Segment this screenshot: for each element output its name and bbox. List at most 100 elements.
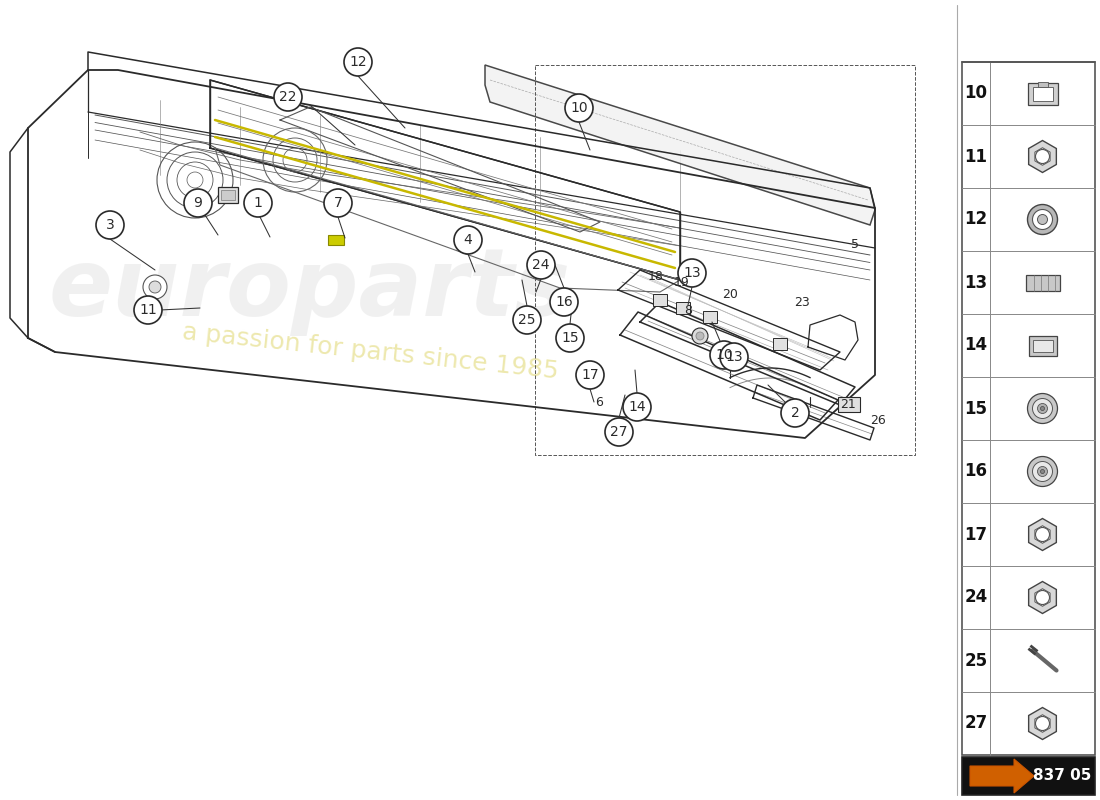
Text: 16: 16 — [556, 295, 573, 309]
Text: 17: 17 — [965, 526, 988, 543]
Text: europarts: europarts — [48, 244, 571, 336]
Circle shape — [565, 94, 593, 122]
Polygon shape — [485, 65, 874, 225]
Circle shape — [623, 393, 651, 421]
Text: 16: 16 — [965, 462, 988, 481]
Circle shape — [556, 324, 584, 352]
FancyBboxPatch shape — [703, 311, 717, 323]
Text: 1: 1 — [254, 196, 263, 210]
Text: 20: 20 — [722, 287, 738, 301]
Text: 11: 11 — [965, 147, 988, 166]
Circle shape — [1041, 406, 1045, 410]
FancyBboxPatch shape — [221, 190, 235, 200]
Text: 10: 10 — [570, 101, 587, 115]
Text: 26: 26 — [870, 414, 886, 426]
Circle shape — [781, 399, 808, 427]
Polygon shape — [1028, 518, 1056, 550]
Circle shape — [1041, 470, 1045, 474]
Text: 27: 27 — [610, 425, 628, 439]
Polygon shape — [1028, 582, 1056, 614]
Circle shape — [324, 189, 352, 217]
Polygon shape — [1028, 141, 1056, 173]
FancyBboxPatch shape — [1033, 86, 1053, 101]
Circle shape — [692, 328, 708, 344]
Text: 14: 14 — [965, 337, 988, 354]
Circle shape — [1035, 590, 1049, 605]
Text: 25: 25 — [965, 651, 988, 670]
Text: a passion for parts since 1985: a passion for parts since 1985 — [180, 320, 559, 384]
Circle shape — [550, 288, 578, 316]
FancyBboxPatch shape — [1033, 339, 1053, 351]
Polygon shape — [1028, 707, 1056, 739]
FancyBboxPatch shape — [838, 397, 860, 412]
Text: 24: 24 — [965, 589, 988, 606]
Text: 5: 5 — [851, 238, 859, 250]
Circle shape — [1027, 457, 1057, 486]
FancyBboxPatch shape — [218, 187, 238, 203]
Text: 15: 15 — [561, 331, 579, 345]
Circle shape — [1035, 150, 1049, 163]
FancyBboxPatch shape — [962, 757, 1094, 795]
Circle shape — [513, 306, 541, 334]
Text: 17: 17 — [581, 368, 598, 382]
Text: 4: 4 — [463, 233, 472, 247]
Text: 3: 3 — [106, 218, 114, 232]
Circle shape — [1033, 398, 1053, 418]
FancyBboxPatch shape — [962, 62, 1094, 755]
Polygon shape — [1035, 714, 1050, 732]
Circle shape — [134, 296, 162, 324]
Text: 15: 15 — [965, 399, 988, 418]
FancyBboxPatch shape — [676, 302, 690, 314]
Circle shape — [1037, 403, 1047, 414]
FancyBboxPatch shape — [328, 235, 344, 245]
Text: 24: 24 — [532, 258, 550, 272]
Text: 14: 14 — [628, 400, 646, 414]
Circle shape — [143, 275, 167, 299]
Circle shape — [605, 418, 632, 446]
Circle shape — [678, 259, 706, 287]
FancyBboxPatch shape — [1025, 274, 1059, 290]
Circle shape — [710, 341, 738, 369]
Text: 7: 7 — [333, 196, 342, 210]
FancyBboxPatch shape — [653, 294, 667, 306]
Circle shape — [696, 332, 704, 340]
Circle shape — [720, 343, 748, 371]
Text: 12: 12 — [965, 210, 988, 229]
Text: 11: 11 — [139, 303, 157, 317]
Circle shape — [244, 189, 272, 217]
Text: 13: 13 — [725, 350, 742, 364]
Circle shape — [1027, 394, 1057, 423]
Text: 10: 10 — [715, 348, 733, 362]
Circle shape — [1033, 462, 1053, 482]
Circle shape — [96, 211, 124, 239]
Text: 25: 25 — [518, 313, 536, 327]
FancyBboxPatch shape — [1027, 82, 1057, 105]
Text: 19: 19 — [674, 277, 690, 290]
Circle shape — [1035, 717, 1049, 730]
Polygon shape — [1035, 526, 1050, 543]
Text: 2: 2 — [791, 406, 800, 420]
Circle shape — [184, 189, 212, 217]
Polygon shape — [1035, 148, 1050, 166]
Polygon shape — [970, 759, 1034, 793]
Text: 9: 9 — [194, 196, 202, 210]
Text: 13: 13 — [965, 274, 988, 291]
Circle shape — [274, 83, 302, 111]
Text: 8: 8 — [684, 303, 692, 317]
Circle shape — [454, 226, 482, 254]
Text: 22: 22 — [279, 90, 297, 104]
Polygon shape — [1037, 82, 1047, 86]
Circle shape — [576, 361, 604, 389]
FancyBboxPatch shape — [773, 338, 786, 350]
Circle shape — [148, 281, 161, 293]
Circle shape — [1037, 466, 1047, 477]
Circle shape — [527, 251, 556, 279]
Text: 6: 6 — [595, 397, 603, 410]
Text: 837 05: 837 05 — [1033, 769, 1091, 783]
Polygon shape — [1035, 589, 1050, 606]
Text: 23: 23 — [794, 295, 810, 309]
Text: 21: 21 — [840, 398, 856, 411]
Text: 18: 18 — [648, 270, 664, 282]
Circle shape — [1033, 210, 1053, 230]
Text: 12: 12 — [349, 55, 366, 69]
